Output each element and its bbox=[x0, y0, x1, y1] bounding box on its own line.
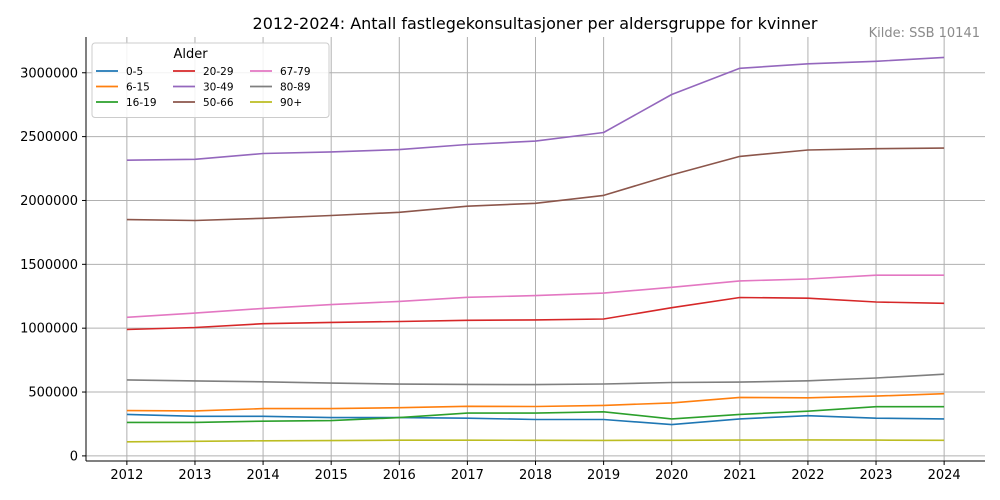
series-line-7 bbox=[126, 274, 945, 319]
x-tick-label: 2016 bbox=[383, 468, 416, 483]
series-line-3 bbox=[126, 405, 945, 424]
x-tick-label: 2018 bbox=[519, 468, 552, 483]
legend-box bbox=[91, 42, 330, 118]
y-tick-label: 3000000 bbox=[20, 66, 78, 81]
legend-label: 80-89 bbox=[280, 82, 311, 94]
series-line-8 bbox=[126, 373, 945, 386]
y-tick-label: 500000 bbox=[28, 386, 78, 401]
x-tick-label: 2013 bbox=[178, 468, 211, 483]
x-tick-label: 2022 bbox=[791, 468, 824, 483]
x-tick-label: 2023 bbox=[859, 468, 892, 483]
series-line-5 bbox=[126, 56, 945, 161]
legend-label: 6-15 bbox=[126, 82, 150, 94]
y-tick-label: 2000000 bbox=[20, 194, 78, 209]
source-note: Kilde: SSB 10141 bbox=[869, 26, 980, 41]
series-lines bbox=[126, 56, 945, 443]
x-tick-label: 2015 bbox=[315, 468, 348, 483]
x-tick-label: 2020 bbox=[655, 468, 688, 483]
x-tick-label: 2024 bbox=[928, 468, 961, 483]
y-tick-label: 0 bbox=[70, 449, 78, 464]
series-line-4 bbox=[126, 296, 945, 331]
chart-title: 2012-2024: Antall fastlegekonsultasjoner… bbox=[253, 14, 818, 33]
legend-label: 90+ bbox=[280, 97, 302, 109]
x-tick-label: 2021 bbox=[723, 468, 756, 483]
legend-title: Alder bbox=[173, 47, 208, 62]
legend-label: 67-79 bbox=[280, 66, 311, 78]
legend: Alder 0-5 6-15 16-19 20-29 30-49 50-66 67-79 80… bbox=[91, 42, 330, 118]
legend-label: 0-5 bbox=[126, 66, 143, 78]
x-tick-label: 2019 bbox=[587, 468, 620, 483]
legend-label: 16-19 bbox=[126, 97, 157, 109]
legend-label: 50-66 bbox=[203, 97, 234, 109]
legend-label: 20-29 bbox=[203, 66, 234, 78]
y-tick-label: 1500000 bbox=[20, 258, 78, 273]
x-tick-label: 2012 bbox=[110, 468, 143, 483]
grid bbox=[86, 37, 985, 461]
series-line-2 bbox=[126, 392, 945, 412]
x-tick-label: 2017 bbox=[451, 468, 484, 483]
axes: 2012 2013 2014 2015 2016 2017 2018 2019 2020 2021… bbox=[20, 37, 985, 483]
y-tick-label: 1000000 bbox=[20, 322, 78, 337]
series-line-9 bbox=[126, 439, 945, 443]
y-tick-label: 2500000 bbox=[20, 130, 78, 145]
legend-label: 30-49 bbox=[203, 82, 234, 94]
series-line-6 bbox=[126, 147, 945, 222]
series-line-1 bbox=[126, 413, 945, 426]
x-tick-label: 2014 bbox=[247, 468, 280, 483]
